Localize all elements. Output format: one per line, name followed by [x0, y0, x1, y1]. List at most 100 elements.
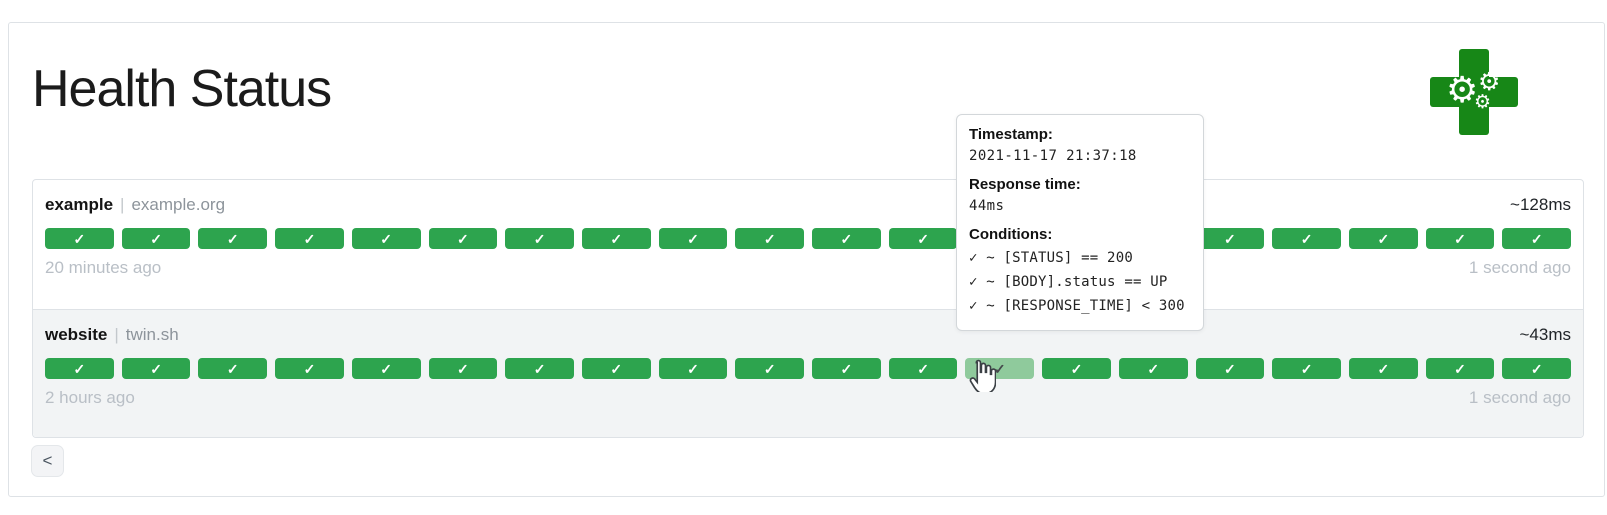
check-icon: ✓	[1530, 230, 1543, 247]
check-icon: ✓	[1224, 230, 1236, 247]
status-bar-up[interactable]: ✓	[45, 358, 114, 379]
status-bar-up[interactable]: ✓	[812, 358, 881, 379]
tooltip-response-time-label: Response time:	[969, 176, 1081, 193]
check-icon: ✓	[687, 360, 699, 377]
tooltip-condition-result: ✓ ~ [STATUS] == 200	[969, 250, 1133, 266]
page-card: Health Status ⚙ ⚙ ⚙ example | example.org …	[8, 22, 1605, 497]
tooltip-response-time-value: 44ms	[969, 198, 1005, 214]
oldest-result-timestamp: 2 hours ago	[45, 388, 135, 407]
tooltip-timestamp-value: 2021-11-17 21:37:18	[969, 148, 1137, 164]
status-bar-up[interactable]: ✓	[812, 228, 881, 249]
status-bar-up[interactable]: ✓	[121, 358, 191, 379]
tooltip-conditions-label: Conditions:	[969, 226, 1053, 243]
status-bar-up[interactable]: ✓	[1502, 228, 1572, 249]
check-icon: ✓	[1377, 230, 1390, 247]
tooltip-timestamp-label: Timestamp:	[969, 126, 1053, 143]
check-icon: ✓	[226, 230, 239, 247]
check-icon: ✓	[380, 360, 393, 377]
tooltip-condition-result: ✓ ~ [BODY].status == UP	[969, 274, 1168, 290]
service-title: website | twin.sh	[45, 325, 179, 345]
status-bar-up[interactable]: ✓	[965, 358, 1035, 379]
status-bar-up[interactable]: ✓	[735, 228, 805, 249]
check-icon: ✓	[1377, 360, 1390, 377]
service-host: example.org	[131, 195, 226, 214]
service-name: website	[45, 325, 108, 344]
status-bar-up[interactable]: ✓	[428, 358, 498, 379]
status-bar-up[interactable]: ✓	[888, 358, 958, 379]
service-avg-response-time: ~43ms	[1519, 325, 1572, 344]
check-icon: ✓	[73, 230, 86, 247]
tooltip-conditions: ✓ ~ [STATUS] == 200 ✓ ~ [BODY].status == …	[969, 246, 1191, 318]
check-icon: ✓	[303, 230, 316, 247]
check-icon: ✓	[1530, 360, 1543, 377]
service-result-bars: ✓✓✓✓✓✓✓✓✓✓✓✓✓✓✓✓✓✓✓✓	[45, 228, 1572, 249]
check-icon: ✓	[380, 230, 393, 247]
status-bar-up[interactable]: ✓	[428, 228, 498, 249]
service-name: example	[45, 195, 114, 214]
service-row: example | example.org ~128ms ✓ ✓ ✓ ✓ ✓ ✓ ✓ ✓ ✓ ✓ ✓ ✓ ✓…	[33, 180, 1583, 309]
status-bar-up[interactable]: ✓	[1502, 358, 1572, 379]
status-bar-up[interactable]: ✓	[505, 358, 574, 379]
check-icon: ✓	[917, 360, 929, 377]
status-bar-up[interactable]: ✓	[581, 228, 651, 249]
status-bar-up[interactable]: ✓	[888, 228, 958, 249]
service-row: website | twin.sh ~43ms ✓ ✓ ✓ ✓ ✓ ✓ ✓ ✓ ✓ ✓ ✓ ✓ ✓ ✓ ✓ ✓ ✓ ✓…	[33, 309, 1583, 437]
status-bar-up[interactable]: ✓	[1425, 358, 1495, 379]
status-bar-up[interactable]: ✓	[198, 228, 268, 249]
gear-icon: ⚙	[1474, 91, 1492, 113]
check-icon: ✓	[610, 230, 623, 247]
status-bar-up[interactable]: ✓	[1348, 228, 1418, 249]
service-separator: |	[114, 325, 119, 344]
status-bar-up[interactable]: ✓	[505, 228, 574, 249]
status-bar-up[interactable]: ✓	[351, 358, 421, 379]
status-bar-up[interactable]: ✓	[658, 228, 728, 249]
check-icon: ✓	[533, 360, 546, 377]
status-bar-up[interactable]: ✓	[1118, 358, 1188, 379]
status-bar-up[interactable]: ✓	[275, 358, 344, 379]
check-icon: ✓	[840, 230, 853, 247]
status-bar-up[interactable]: ✓	[1272, 228, 1341, 249]
status-bar-up[interactable]: ✓	[1272, 358, 1341, 379]
status-bar-up[interactable]: ✓	[735, 358, 805, 379]
oldest-result-timestamp: 20 minutes ago	[45, 258, 162, 277]
status-bar-up[interactable]: ✓	[1195, 358, 1265, 379]
services-list: example | example.org ~128ms ✓ ✓ ✓ ✓ ✓ ✓ ✓ ✓ ✓ ✓ ✓ ✓ ✓…	[32, 179, 1584, 438]
status-bar-up[interactable]: ✓	[1195, 228, 1265, 249]
status-bar-up[interactable]: ✓	[351, 228, 421, 249]
check-icon: ✓	[840, 360, 853, 377]
result-tooltip: Timestamp: 2021-11-17 21:37:18 Response …	[956, 114, 1204, 331]
status-bar-up[interactable]: ✓	[1042, 358, 1111, 379]
status-bar-up[interactable]: ✓	[658, 358, 728, 379]
check-icon: ✓	[457, 360, 469, 377]
status-bar-up[interactable]: ✓	[1425, 228, 1495, 249]
gear-icon: ⚙	[1446, 70, 1479, 111]
status-bar-up[interactable]: ✓	[121, 228, 191, 249]
tooltip-condition-result: ✓ ~ [RESPONSE_TIME] < 300	[969, 298, 1185, 314]
cross-horizontal-bar	[1430, 77, 1518, 107]
check-icon: ✓	[1070, 360, 1083, 377]
newest-result-timestamp: 1 second ago	[1468, 388, 1571, 407]
check-icon: ✓	[1454, 360, 1466, 377]
status-bar-up[interactable]: ✓	[198, 358, 268, 379]
status-bar-up[interactable]: ✓	[1348, 358, 1418, 379]
service-separator: |	[120, 195, 125, 214]
service-title: example | example.org	[45, 195, 225, 215]
page-title: Health Status	[32, 60, 332, 118]
check-icon: ✓	[1300, 360, 1313, 377]
check-icon: ✓	[917, 230, 929, 247]
check-icon: ✓	[150, 360, 162, 377]
service-host: twin.sh	[125, 325, 179, 344]
check-icon: ✓	[226, 360, 239, 377]
service-avg-response-time: ~128ms	[1510, 195, 1571, 214]
check-icon: ✓	[993, 360, 1006, 377]
status-bar-up[interactable]: ✓	[275, 228, 344, 249]
status-bar-up[interactable]: ✓	[581, 358, 651, 379]
check-icon: ✓	[1147, 360, 1160, 377]
check-icon: ✓	[763, 230, 776, 247]
check-icon: ✓	[1300, 230, 1313, 247]
status-bar-up[interactable]: ✓	[45, 228, 114, 249]
check-icon: ✓	[610, 360, 623, 377]
health-cross-gears-logo: ⚙ ⚙ ⚙	[1430, 49, 1518, 135]
gear-icon: ⚙	[1478, 67, 1501, 96]
previous-page-button[interactable]: <	[31, 445, 64, 477]
